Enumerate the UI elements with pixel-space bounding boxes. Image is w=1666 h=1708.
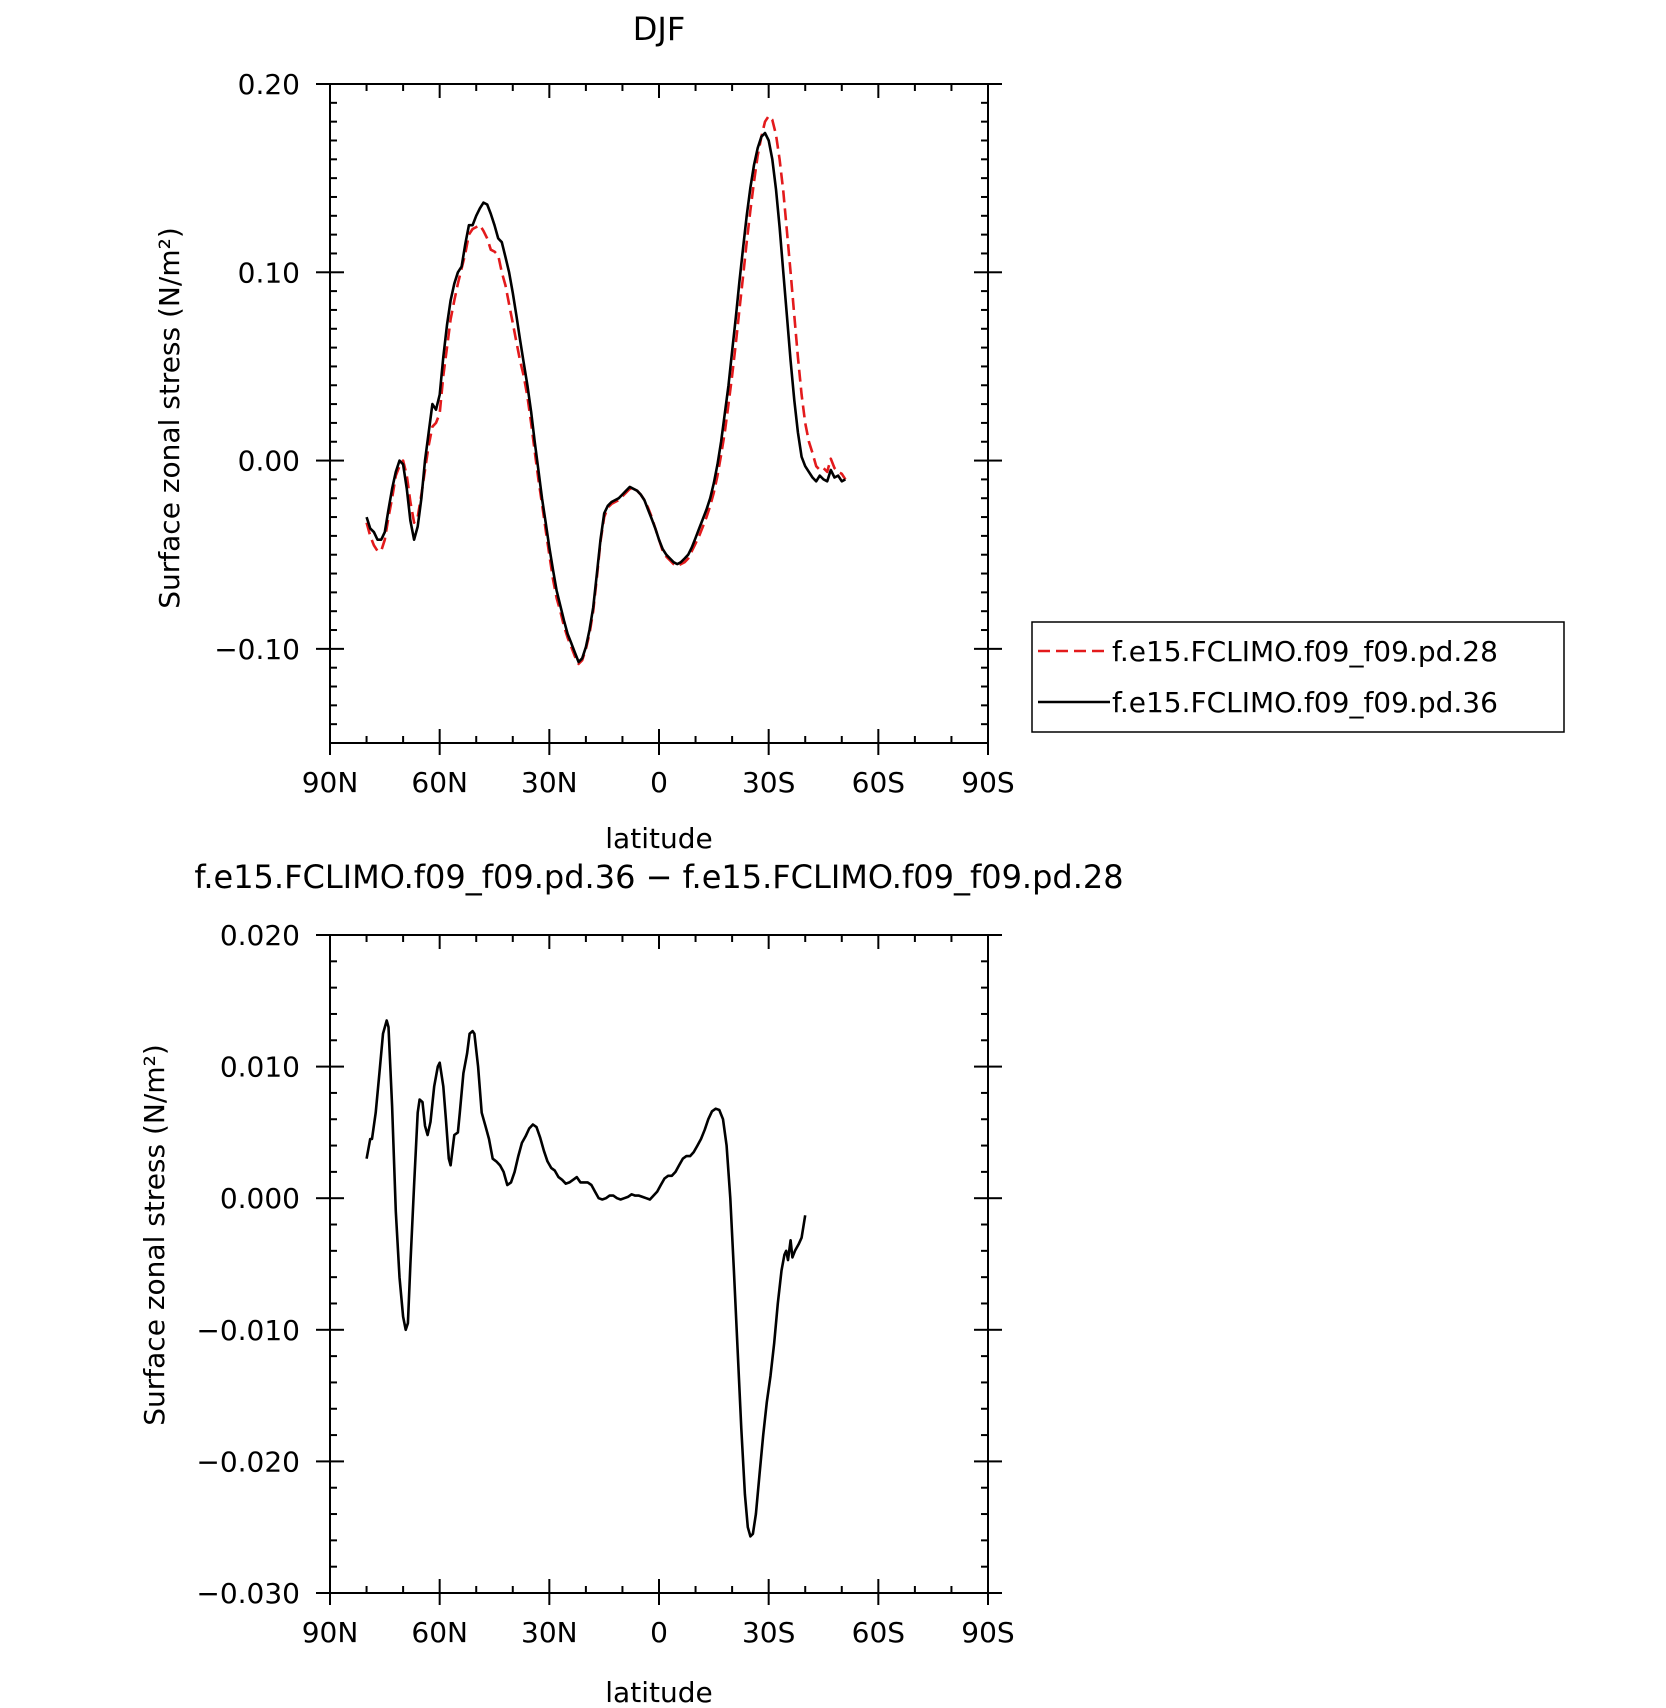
- legend-box: [1031, 621, 1565, 733]
- top-y-tick-label: 0.20: [238, 68, 300, 101]
- top-series-group: [365, 114, 847, 666]
- top-x-tick-label: 90S: [961, 766, 1014, 799]
- bottom-plot-frame: [329, 934, 989, 1594]
- bottom-chart-title: f.e15.FCLIMO.f09_f09.pd.36 − f.e15.FCLIM…: [194, 858, 1123, 896]
- top-x-tick-label: 30S: [742, 766, 795, 799]
- legend-label-pd28: f.e15.FCLIMO.f09_f09.pd.28: [1112, 635, 1498, 668]
- top-series-line-0: [365, 114, 847, 666]
- bottom-x-tick-label: 30N: [521, 1616, 578, 1649]
- bottom-axes: 90N 60N 30N 0 30S 60S 90S 0.020 0.010 0.000 −0.010…: [196, 919, 1014, 1649]
- bottom-x-tick-label: 90S: [961, 1616, 1014, 1649]
- bottom-y-axis-label: Surface zonal stress (N/m²): [138, 1044, 171, 1425]
- bottom-x-axis-label: latitude: [605, 1676, 712, 1708]
- bottom-y-tick-label: −0.010: [196, 1314, 300, 1347]
- top-x-tick-label: 90N: [302, 766, 359, 799]
- bottom-series-line-0: [365, 1019, 807, 1538]
- top-y-tick-label: 0.10: [238, 256, 300, 289]
- top-chart-title: DJF: [633, 10, 685, 48]
- top-y-tick-label: −0.10: [214, 633, 300, 666]
- bottom-y-tick-label: −0.030: [196, 1577, 300, 1610]
- legend-label-pd36: f.e15.FCLIMO.f09_f09.pd.36: [1112, 686, 1498, 719]
- bottom-x-tick-label: 0: [650, 1616, 668, 1649]
- top-x-tick-label: 60S: [852, 766, 905, 799]
- top-series-line-1: [365, 131, 847, 664]
- bottom-x-tick-label: 30S: [742, 1616, 795, 1649]
- top-y-tick-label: 0.00: [238, 445, 300, 478]
- bottom-y-tick-label: 0.000: [220, 1182, 300, 1215]
- bottom-x-tick-label: 60N: [411, 1616, 468, 1649]
- bottom-x-tick-label: 90N: [302, 1616, 359, 1649]
- bottom-y-tick-label: 0.020: [220, 919, 300, 952]
- top-y-axis-label: Surface zonal stress (N/m²): [153, 227, 186, 608]
- top-axes: 90N 60N 30N 0 30S 60S 90S 0.20 0.10 0.00 −0.10: [214, 68, 1015, 799]
- bottom-x-tick-label: 60S: [852, 1616, 905, 1649]
- top-x-axis-label: latitude: [605, 822, 712, 855]
- top-panel: DJF 90N 60N 30N 0 30S 60S 90S 0.20 0.10 0.00 −0.10…: [153, 10, 1015, 855]
- legend: f.e15.FCLIMO.f09_f09.pd.28 f.e15.FCLIMO.…: [1031, 621, 1565, 733]
- bottom-series-group: [365, 1019, 807, 1538]
- top-x-tick-label: 30N: [521, 766, 578, 799]
- top-x-tick-label: 60N: [411, 766, 468, 799]
- top-plot-frame: [329, 83, 989, 744]
- top-x-tick-label: 0: [650, 766, 668, 799]
- bottom-panel: f.e15.FCLIMO.f09_f09.pd.36 − f.e15.FCLIM…: [138, 858, 1124, 1708]
- bottom-y-tick-label: 0.010: [220, 1051, 300, 1084]
- bottom-y-tick-label: −0.020: [196, 1445, 300, 1478]
